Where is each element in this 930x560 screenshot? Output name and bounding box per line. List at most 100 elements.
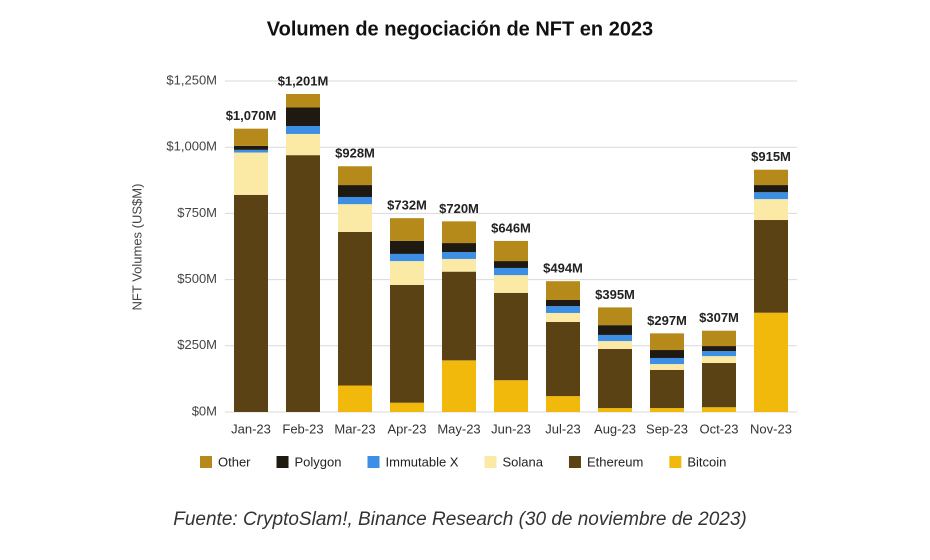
- bar-segment: [650, 369, 684, 409]
- total-label: $646M: [491, 220, 531, 235]
- legend-swatch: [367, 456, 380, 468]
- bar-segment: [702, 363, 736, 408]
- bar-segment: [650, 350, 684, 358]
- bar-segment: [234, 149, 268, 153]
- bar-segment: [338, 204, 372, 232]
- bar-segment: [598, 348, 632, 409]
- bar-segment: [442, 243, 476, 253]
- legend-label: Polygon: [295, 454, 342, 469]
- bar-segment: [546, 312, 580, 322]
- bar-segment: [546, 396, 580, 412]
- bar-segment: [286, 126, 320, 134]
- bar-segment: [494, 240, 528, 262]
- bar-segment: [390, 218, 424, 241]
- bar-segment: [286, 155, 320, 413]
- bar-segment: [702, 407, 736, 412]
- x-tick-label: Jan-23: [231, 421, 271, 436]
- bar-segment: [286, 133, 320, 156]
- legend-swatch: [484, 456, 497, 468]
- bar-segment: [702, 330, 736, 347]
- x-tick-label: May-23: [437, 421, 480, 436]
- legend-label: Other: [218, 454, 251, 469]
- bar-segment: [754, 312, 788, 412]
- bar-segment: [754, 192, 788, 200]
- bar-segment: [650, 364, 684, 370]
- y-tick-label: $250M: [177, 337, 217, 352]
- total-label: $494M: [543, 261, 583, 276]
- x-tick-label: Mar-23: [334, 421, 375, 436]
- bar-segment: [598, 341, 632, 349]
- bar-segment: [650, 357, 684, 365]
- bar-segment: [390, 240, 424, 254]
- x-tick-label: Sep-23: [646, 421, 688, 436]
- bar-segment: [338, 166, 372, 186]
- bar-segment: [494, 380, 528, 412]
- legend-swatch: [276, 456, 289, 468]
- bar-segment: [754, 220, 788, 313]
- bar-segment: [442, 221, 476, 244]
- y-tick-label: $1,250M: [166, 72, 217, 87]
- bar-segment: [234, 152, 268, 195]
- total-label: $297M: [647, 313, 687, 328]
- x-tick-label: Nov-23: [750, 421, 792, 436]
- bar-segment: [338, 231, 372, 386]
- source-note: Fuente: CryptoSlam!, Binance Research (3…: [173, 509, 746, 530]
- bar-segment: [338, 185, 372, 197]
- bar-segment: [702, 351, 736, 357]
- bar-segment: [494, 267, 528, 276]
- bar-segment: [338, 385, 372, 412]
- bar-segment: [650, 408, 684, 412]
- bar-segment: [702, 346, 736, 352]
- x-tick-label: Oct-23: [699, 421, 738, 436]
- bar-segment: [442, 360, 476, 412]
- bar-segment: [494, 261, 528, 268]
- legend-label: Bitcoin: [687, 454, 726, 469]
- bar-segment: [598, 325, 632, 335]
- total-label: $307M: [699, 310, 739, 325]
- x-tick-label: Jun-23: [491, 421, 531, 436]
- bar-segment: [286, 93, 320, 108]
- bar-segment: [494, 292, 528, 381]
- bar-segment: [390, 253, 424, 262]
- legend-label: Ethereum: [587, 454, 643, 469]
- total-label: $732M: [387, 198, 427, 213]
- total-label: $915M: [751, 149, 791, 164]
- bar-segment: [338, 196, 372, 205]
- y-tick-label: $1,000M: [166, 139, 217, 154]
- legend-label: Solana: [502, 454, 543, 469]
- total-label: $1,070M: [226, 108, 277, 123]
- x-tick-label: Feb-23: [282, 421, 323, 436]
- bar-segment: [546, 299, 580, 307]
- bar-segment: [650, 333, 684, 351]
- bar-segment: [390, 261, 424, 285]
- bar-segment: [442, 252, 476, 259]
- y-tick-label: $750M: [177, 205, 217, 220]
- x-tick-label: Jul-23: [545, 421, 580, 436]
- total-label: $1,201M: [278, 73, 329, 88]
- legend-swatch: [200, 456, 212, 468]
- chart-title: Volumen de negociación de NFT en 2023: [267, 18, 653, 40]
- bar-segment: [546, 321, 580, 397]
- legend-label: Immutable X: [386, 454, 459, 469]
- bar-segment: [598, 334, 632, 342]
- total-label: $928M: [335, 146, 375, 161]
- x-tick-label: Apr-23: [387, 421, 426, 436]
- bar-segment: [754, 199, 788, 221]
- total-label: $395M: [595, 287, 635, 302]
- legend-swatch: [568, 456, 581, 468]
- bar-segment: [754, 185, 788, 193]
- bar-segment: [234, 128, 268, 146]
- bar-segment: [494, 275, 528, 293]
- bar-segment: [442, 271, 476, 361]
- bar-segment: [442, 258, 476, 272]
- y-tick-label: $0M: [192, 403, 217, 418]
- bar-segment: [546, 306, 580, 313]
- x-tick-label: Aug-23: [594, 421, 636, 436]
- bar-segment: [702, 356, 736, 364]
- legend-swatch: [669, 456, 682, 468]
- bar-segment: [390, 284, 424, 403]
- bar-segment: [598, 307, 632, 326]
- bar-segment: [546, 281, 580, 300]
- bar-segment: [234, 194, 268, 412]
